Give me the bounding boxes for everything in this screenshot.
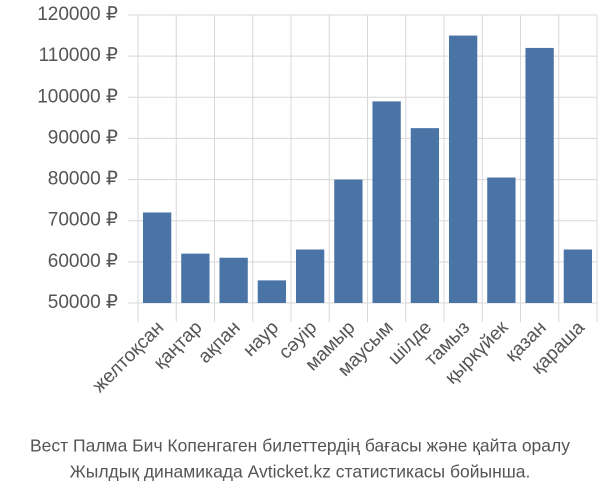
bar [142,212,172,303]
x-tick-label: ақпан [194,317,244,367]
bar [487,177,516,303]
bar [448,35,478,303]
caption-line: Жылдық динамикада Avticket.kz статистика… [70,462,531,482]
y-tick-label: 110000 ₽ [39,45,118,66]
y-tick-label: 120000 ₽ [37,4,118,25]
y-tick-label: 80000 ₽ [48,169,118,190]
bar [372,101,401,304]
y-tick-label: 90000 ₽ [48,127,118,148]
bar [295,249,325,303]
bar [410,128,440,303]
y-tick-label: 60000 ₽ [48,251,118,272]
bar [219,257,248,303]
y-tick-label: 50000 ₽ [48,292,118,313]
bar [563,249,593,303]
bar [181,253,210,303]
bar [257,280,287,303]
y-tick-label: 70000 ₽ [48,210,118,231]
caption-line: Вест Палма Бич Копенгаген билеттердің ба… [30,436,570,456]
bar [525,47,554,303]
y-tick-label: 100000 ₽ [37,86,118,107]
x-tick-label: наур [239,317,283,361]
bar [334,179,363,303]
